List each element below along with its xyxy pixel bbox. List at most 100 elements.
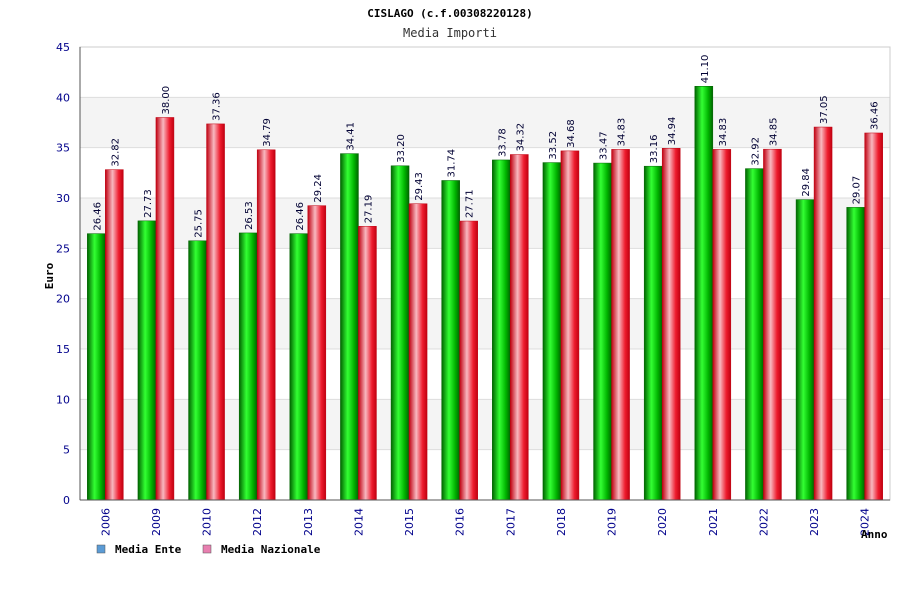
x-axis-label: Anno (861, 528, 888, 541)
bar-media-nazionale (105, 169, 124, 501)
bar-media-ente (846, 207, 865, 501)
x-tick-label: 2012 (251, 508, 264, 536)
y-tick-label: 15 (56, 343, 70, 356)
bar-media-ente (694, 86, 714, 501)
bar-media-nazionale (611, 149, 630, 501)
bar-media-ente (542, 162, 562, 501)
y-tick-label: 10 (56, 393, 70, 406)
legend-swatch (96, 544, 106, 554)
x-tick-label: 2024 (859, 508, 872, 536)
bar-media-nazionale (560, 150, 580, 501)
bar-media-nazionale (408, 203, 428, 501)
y-tick-label: 35 (56, 142, 70, 155)
bar-media-nazionale (813, 126, 833, 501)
y-tick-labels: 0 5 10 15 20 25 30 35 40 45 (56, 41, 70, 507)
bar-media-ente (188, 240, 207, 501)
legend-swatch (202, 544, 212, 554)
x-tick-label: 2010 (201, 508, 214, 536)
bar-media-nazionale (206, 123, 225, 501)
chart-subtitle: Media Importi (403, 26, 497, 40)
value-label: 38.00 (161, 86, 172, 115)
value-label: 29.07 (852, 176, 863, 205)
value-label: 34.41 (345, 122, 356, 151)
value-label: 27.19 (363, 195, 374, 224)
x-tick-labels: 2006 2009 2010 2012 2013 2014 2015 2016 2017 2018… (99, 508, 871, 536)
value-label: 33.47 (599, 131, 610, 160)
value-label: 34.94 (667, 117, 678, 146)
value-label: 33.20 (396, 134, 407, 163)
x-tick-label: 2015 (403, 508, 416, 536)
x-tick-label: 2014 (352, 508, 365, 536)
bar-media-nazionale (459, 220, 478, 501)
y-tick-label: 20 (56, 293, 70, 306)
y-tick-label: 45 (56, 41, 70, 54)
value-label: 27.73 (143, 189, 154, 218)
value-label: 29.24 (313, 174, 324, 203)
x-tick-label: 2017 (504, 508, 517, 536)
x-tick-label: 2022 (757, 508, 770, 536)
value-label: 25.75 (194, 209, 205, 238)
value-label: 27.71 (465, 189, 476, 218)
bar-media-nazionale (712, 149, 732, 501)
value-label: 34.68 (566, 119, 577, 148)
bar-media-ente (492, 159, 511, 501)
bar-media-nazionale (155, 117, 175, 501)
x-tick-label: 2020 (656, 508, 669, 536)
value-label: 33.16 (649, 135, 660, 164)
x-tick-label: 2021 (707, 508, 720, 536)
value-label: 41.10 (700, 55, 711, 84)
value-label: 34.83 (718, 118, 729, 147)
bar-media-ente (441, 180, 460, 501)
value-labels-group: 26.46 32.82 27.73 38.00 25.75 37.36 26.53 34.79… (92, 55, 880, 238)
bar-media-nazionale (256, 149, 276, 501)
bar-media-ente (745, 168, 764, 501)
value-label: 32.82 (110, 138, 121, 167)
bar-media-ente (593, 162, 612, 501)
value-label: 31.74 (447, 149, 458, 178)
bar-media-nazionale (864, 132, 883, 501)
bar-media-ente (238, 232, 258, 501)
bars-group (87, 86, 883, 501)
bar-media-nazionale (661, 148, 681, 501)
x-tick-label: 2009 (150, 508, 163, 536)
value-label: 36.46 (870, 101, 881, 130)
value-label: 26.46 (92, 202, 103, 231)
x-tick-label: 2006 (99, 508, 112, 536)
legend: Media Ente Media Nazionale (96, 543, 321, 556)
bar-media-nazionale (763, 148, 782, 501)
value-label: 33.78 (497, 128, 508, 157)
y-axis-label: Euro (43, 262, 56, 289)
bar-media-ente (87, 233, 106, 501)
bar-media-ente (289, 233, 309, 501)
value-label: 33.52 (548, 131, 559, 160)
value-label: 29.84 (801, 168, 812, 197)
value-label: 26.46 (295, 202, 306, 231)
value-label: 34.85 (768, 118, 779, 147)
value-label: 37.36 (212, 92, 223, 121)
x-tick-label: 2013 (302, 508, 315, 536)
x-tick-label: 2019 (606, 508, 619, 536)
legend-label: Media Ente (115, 543, 182, 556)
bar-media-nazionale (307, 205, 327, 501)
value-label: 34.79 (262, 118, 273, 147)
y-tick-label: 25 (56, 242, 70, 255)
legend-label: Media Nazionale (221, 543, 321, 556)
bar-media-ente (340, 153, 359, 501)
chart-title: CISLAGO (c.f.00308220128) (367, 7, 533, 20)
value-label: 29.43 (414, 172, 425, 201)
value-label: 26.53 (244, 201, 255, 230)
bar-media-ente (137, 220, 157, 501)
x-tick-label: 2023 (808, 508, 821, 536)
x-tick-label: 2016 (454, 508, 467, 536)
axes (79, 46, 891, 501)
bar-media-nazionale (510, 154, 529, 501)
y-tick-label: 0 (63, 494, 70, 507)
value-label: 37.05 (819, 95, 830, 124)
bar-media-ente (795, 199, 815, 501)
value-label: 34.32 (515, 123, 526, 152)
bar-media-nazionale (358, 226, 377, 501)
bar-media-ente (390, 165, 410, 501)
y-tick-label: 40 (56, 91, 70, 104)
value-label: 32.92 (750, 137, 761, 166)
